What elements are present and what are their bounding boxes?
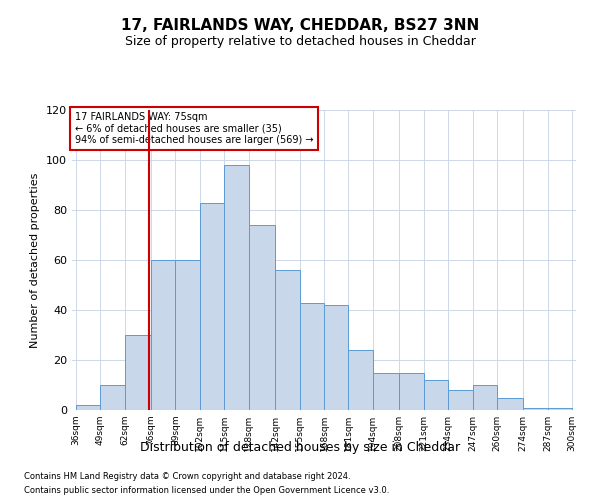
Bar (100, 385, 125, 410)
Bar (373, 372, 399, 410)
Bar (523, 408, 548, 410)
Text: Distribution of detached houses by size in Cheddar: Distribution of detached houses by size … (140, 441, 460, 454)
Bar (324, 305, 349, 410)
Bar (548, 408, 572, 410)
Bar (299, 302, 324, 410)
Text: Contains HM Land Registry data © Crown copyright and database right 2024.: Contains HM Land Registry data © Crown c… (24, 472, 350, 481)
Text: 17 FAIRLANDS WAY: 75sqm
← 6% of detached houses are smaller (35)
94% of semi-det: 17 FAIRLANDS WAY: 75sqm ← 6% of detached… (74, 112, 313, 144)
Bar (497, 398, 523, 410)
Bar (473, 385, 497, 410)
Text: Size of property relative to detached houses in Cheddar: Size of property relative to detached ho… (125, 35, 475, 48)
Bar (399, 372, 424, 410)
Bar (349, 350, 373, 410)
Bar (76, 405, 100, 410)
Bar (175, 260, 200, 410)
Y-axis label: Number of detached properties: Number of detached properties (31, 172, 40, 348)
Bar (249, 225, 275, 410)
Text: 17, FAIRLANDS WAY, CHEDDAR, BS27 3NN: 17, FAIRLANDS WAY, CHEDDAR, BS27 3NN (121, 18, 479, 32)
Bar (448, 390, 473, 410)
Bar (125, 335, 151, 410)
Bar (224, 165, 249, 410)
Text: Contains public sector information licensed under the Open Government Licence v3: Contains public sector information licen… (24, 486, 389, 495)
Bar (151, 260, 175, 410)
Bar (200, 202, 224, 410)
Bar (275, 270, 299, 410)
Bar (424, 380, 448, 410)
